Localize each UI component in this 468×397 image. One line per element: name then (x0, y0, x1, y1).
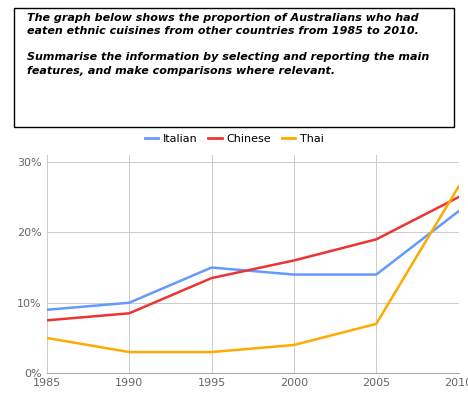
FancyBboxPatch shape (14, 8, 454, 127)
Legend: Italian, Chinese, Thai: Italian, Chinese, Thai (140, 129, 328, 148)
Text: The graph below shows the proportion of Australians who had
eaten ethnic cuisine: The graph below shows the proportion of … (27, 13, 430, 75)
